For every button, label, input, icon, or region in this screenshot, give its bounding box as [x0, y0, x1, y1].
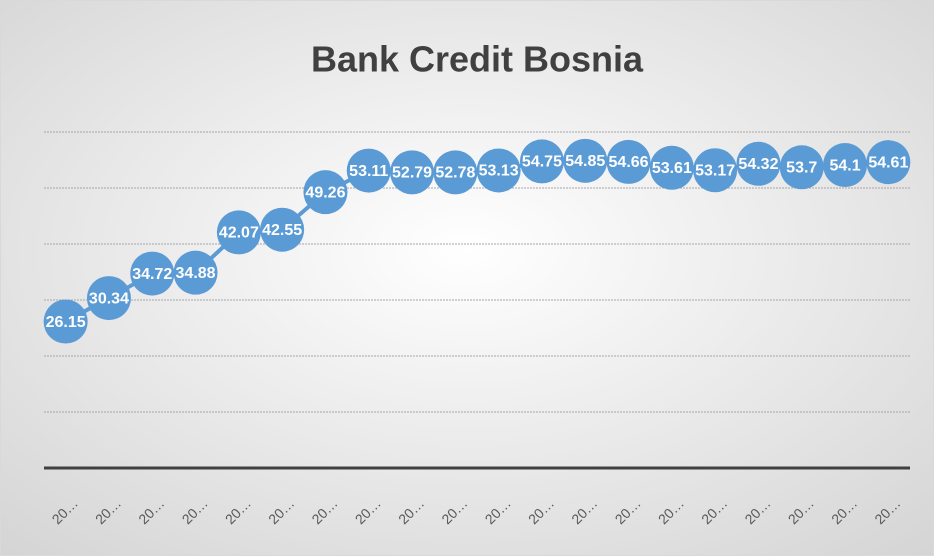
marker: [736, 141, 781, 186]
data-label: 53.61: [652, 160, 692, 177]
data-label: 54.66: [609, 154, 649, 171]
marker: [563, 138, 608, 183]
marker: [823, 143, 868, 188]
data-label: 53.11: [349, 163, 388, 180]
data-label: 34.88: [176, 265, 216, 282]
marker: [519, 139, 564, 184]
marker: [866, 140, 911, 185]
data-label: 49.26: [305, 184, 345, 201]
data-label: 54.75: [522, 154, 562, 171]
marker: [260, 207, 305, 252]
marker: [346, 148, 391, 193]
marker: [779, 145, 824, 190]
marker: [43, 299, 88, 344]
data-label: 26.15: [46, 314, 86, 331]
data-label: 54.61: [868, 154, 908, 171]
data-label: 52.79: [392, 165, 432, 182]
marker: [649, 145, 694, 190]
marker: [476, 148, 521, 193]
data-label: 42.07: [219, 225, 259, 242]
marker: [693, 148, 738, 193]
data-label: 53.13: [479, 163, 519, 180]
data-label: 52.78: [435, 165, 475, 182]
marker: [216, 210, 261, 255]
data-label: 53.17: [695, 162, 735, 179]
data-label: 34.72: [132, 266, 172, 283]
marker: [390, 150, 435, 195]
marker: [606, 139, 651, 184]
marker: [86, 276, 131, 321]
marker: [130, 251, 175, 296]
data-label: 30.34: [89, 290, 129, 307]
marker: [433, 150, 478, 195]
chart-title: Bank Credit Bosnia: [311, 39, 644, 80]
data-label: 54.85: [565, 153, 605, 170]
data-label: 54.1: [829, 157, 860, 174]
data-label: 42.55: [262, 222, 302, 239]
marker: [173, 250, 218, 295]
marker: [303, 170, 348, 215]
data-label: 54.32: [738, 156, 778, 173]
data-label: 53.7: [786, 159, 817, 176]
